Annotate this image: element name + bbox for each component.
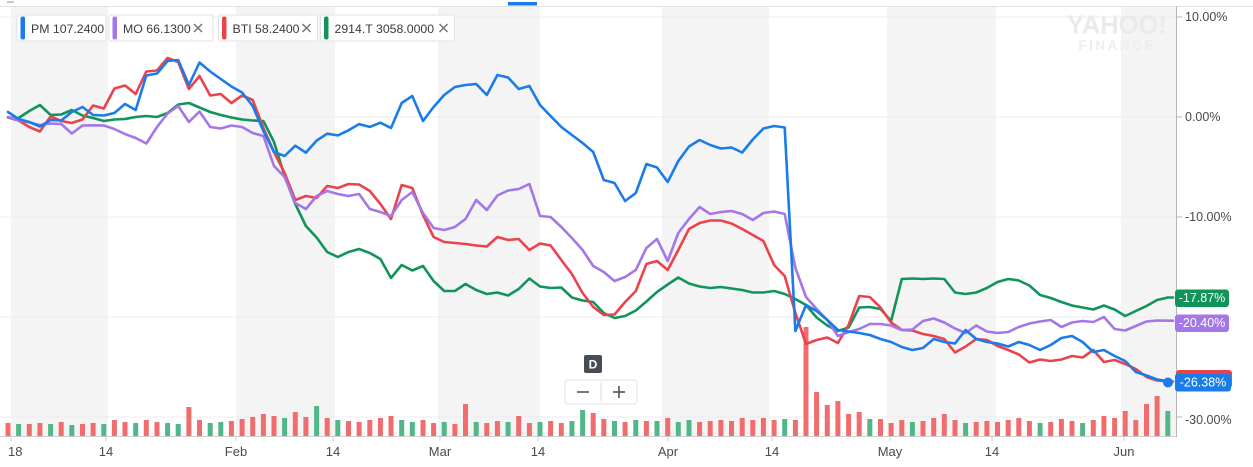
svg-text:Feb: Feb [225, 444, 247, 459]
svg-text:14: 14 [99, 444, 113, 459]
svg-text:14: 14 [765, 444, 779, 459]
svg-text:-30.00%: -30.00% [1185, 413, 1232, 427]
svg-text:14: 14 [326, 444, 340, 459]
svg-text:10.00%: 10.00% [1185, 10, 1227, 24]
svg-text:BTI 58.2400: BTI 58.2400 [233, 22, 300, 36]
svg-text:MO 66.1300: MO 66.1300 [123, 22, 191, 36]
svg-text:PM 107.2400: PM 107.2400 [31, 22, 104, 36]
svg-text:-17.87%: -17.87% [1179, 291, 1226, 305]
svg-text:May: May [878, 444, 903, 459]
svg-text:18: 18 [8, 444, 22, 459]
svg-text:FINANCE: FINANCE [1078, 38, 1156, 53]
svg-text:YAHOO!: YAHOO! [1067, 12, 1167, 40]
svg-text:Jun: Jun [1114, 444, 1135, 459]
svg-text:-20.40%: -20.40% [1179, 316, 1226, 330]
svg-text:-26.38%: -26.38% [1180, 376, 1227, 390]
svg-text:2914.T 3058.0000: 2914.T 3058.0000 [335, 22, 435, 36]
svg-text:14: 14 [531, 444, 545, 459]
svg-text:-10.00%: -10.00% [1185, 210, 1232, 224]
svg-text:Mar: Mar [429, 444, 452, 459]
svg-text:0.00%: 0.00% [1185, 110, 1220, 124]
svg-text:Apr: Apr [658, 444, 679, 459]
svg-text:14: 14 [985, 444, 999, 459]
svg-text:D: D [589, 358, 598, 372]
